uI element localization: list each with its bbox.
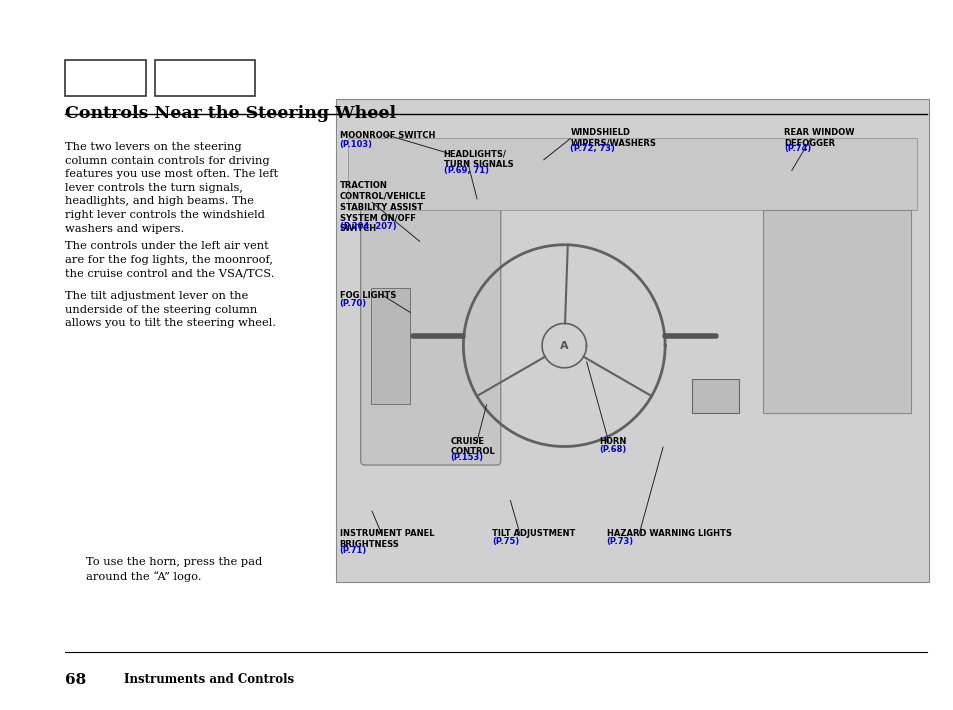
Bar: [762, 210, 910, 413]
Bar: [335, 99, 928, 582]
Text: (P.74): (P.74): [783, 144, 811, 153]
Text: REAR WINDOW
DEFOGGER: REAR WINDOW DEFOGGER: [783, 128, 854, 148]
Text: WINDSHIELD
WIPERS/WASHERS: WINDSHIELD WIPERS/WASHERS: [570, 128, 656, 148]
Text: MOONROOF SWITCH: MOONROOF SWITCH: [339, 131, 435, 141]
Text: INSTRUMENT PANEL
BRIGHTNESS: INSTRUMENT PANEL BRIGHTNESS: [339, 529, 434, 549]
Bar: [691, 379, 739, 413]
Text: FOG LIGHTS: FOG LIGHTS: [339, 291, 395, 300]
Text: (P.204, 207): (P.204, 207): [339, 222, 395, 231]
Bar: [347, 138, 917, 210]
Bar: [154, 60, 254, 96]
Text: (P.103): (P.103): [339, 140, 373, 148]
Text: The tilt adjustment lever on the
underside of the steering column
allows you to : The tilt adjustment lever on the undersi…: [65, 291, 275, 328]
Text: The controls under the left air vent
are for the fog lights, the moonroof,
the c: The controls under the left air vent are…: [65, 241, 274, 278]
Text: (P.68): (P.68): [598, 445, 626, 454]
Text: HAZARD WARNING LIGHTS: HAZARD WARNING LIGHTS: [606, 529, 731, 538]
Text: (P.70): (P.70): [339, 300, 366, 308]
Text: Controls Near the Steering Wheel: Controls Near the Steering Wheel: [65, 105, 395, 122]
Text: HORN: HORN: [598, 437, 626, 446]
Bar: [371, 288, 410, 403]
FancyBboxPatch shape: [360, 192, 500, 465]
Text: (P.69, 71): (P.69, 71): [443, 165, 488, 175]
Text: HEADLIGHTS/
TURN SIGNALS: HEADLIGHTS/ TURN SIGNALS: [443, 149, 513, 169]
Text: A: A: [559, 341, 568, 351]
Text: (P.72, 73): (P.72, 73): [570, 144, 615, 153]
Bar: [65, 60, 146, 96]
Text: CRUISE
CONTROL: CRUISE CONTROL: [450, 437, 495, 457]
Text: (P.73): (P.73): [606, 537, 633, 546]
Text: 68: 68: [65, 673, 86, 687]
Text: Instruments and Controls: Instruments and Controls: [124, 673, 294, 686]
Text: TRACTION
CONTROL/VEHICLE
STABILITY ASSIST
SYSTEM ON/OFF
SWITCH: TRACTION CONTROL/VEHICLE STABILITY ASSIS…: [339, 181, 426, 233]
Text: (P.71): (P.71): [339, 545, 367, 555]
Text: TILT ADJUSTMENT: TILT ADJUSTMENT: [492, 529, 575, 538]
Text: (P.75): (P.75): [492, 537, 519, 546]
Text: To use the horn, press the pad
around the “A” logo.: To use the horn, press the pad around th…: [86, 557, 262, 582]
Text: (P.153): (P.153): [450, 453, 483, 462]
Text: The two levers on the steering
column contain controls for driving
features you : The two levers on the steering column co…: [65, 142, 277, 234]
